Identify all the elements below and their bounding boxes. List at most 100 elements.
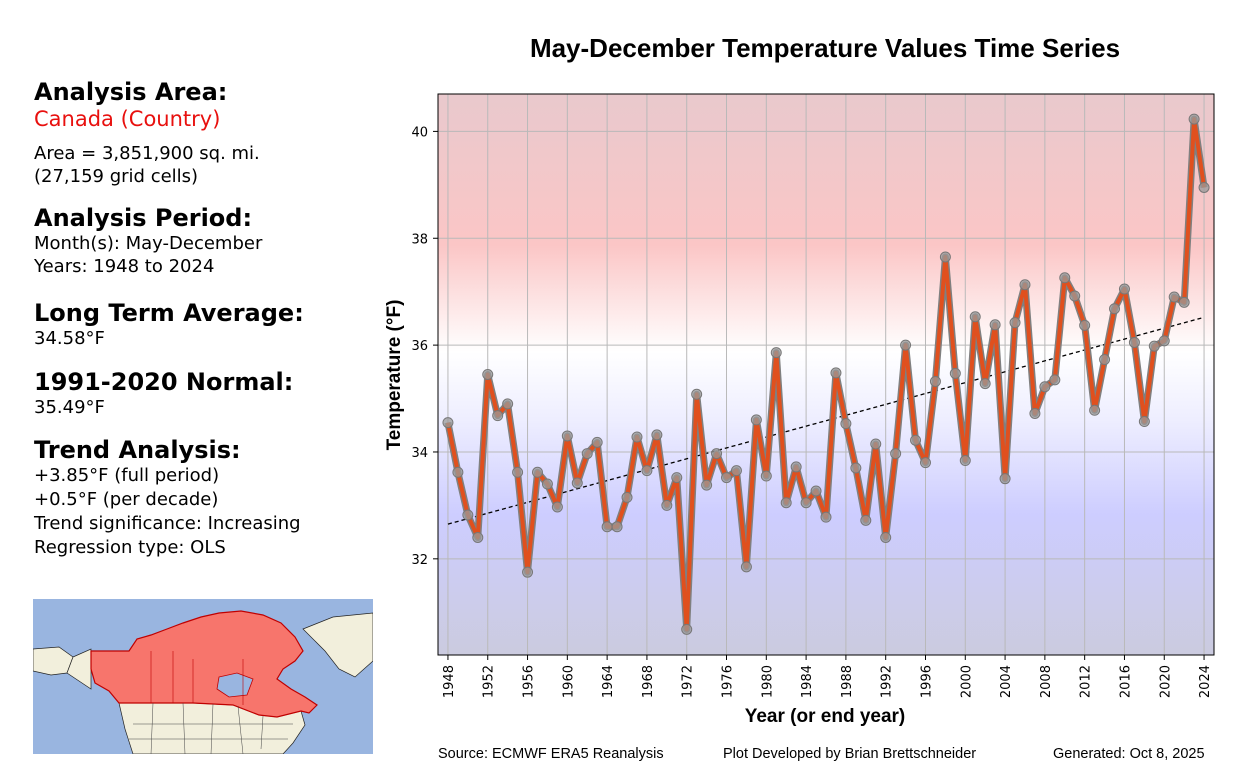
data-point — [929, 375, 941, 387]
data-point — [1009, 317, 1021, 329]
data-point — [740, 561, 752, 573]
x-tick-label: 1988 — [840, 665, 855, 698]
data-point — [721, 472, 733, 484]
trend-analysis-header: Trend Analysis: — [34, 436, 241, 464]
x-tick-label: 1992 — [880, 665, 895, 698]
data-point — [571, 477, 583, 489]
greenland-land — [302, 612, 373, 678]
data-point — [1158, 335, 1170, 347]
y-tick-label: 38 — [411, 232, 428, 247]
us-state-borders — [129, 651, 293, 754]
data-point — [1019, 279, 1031, 291]
data-point — [790, 461, 802, 473]
data-point — [1059, 272, 1071, 284]
alaska-land — [66, 648, 92, 690]
data-point — [850, 462, 862, 474]
data-point — [750, 414, 762, 426]
data-point — [452, 466, 464, 478]
data-point — [1049, 374, 1061, 386]
x-tick-label: 1984 — [800, 665, 815, 698]
x-tick-label: 1952 — [482, 665, 497, 698]
us-state-border — [210, 703, 214, 754]
analysis-area-header: Analysis Area: — [34, 78, 228, 106]
data-point — [770, 347, 782, 359]
data-point — [830, 367, 842, 379]
data-point — [701, 479, 713, 491]
x-tick-label: 1960 — [561, 665, 576, 698]
normal-header: 1991-2020 Normal: — [34, 368, 294, 396]
data-point — [671, 472, 683, 484]
data-point — [601, 521, 613, 533]
data-point — [969, 311, 981, 323]
us-state-border — [150, 702, 154, 754]
area-name: Canada (Country) — [34, 107, 221, 131]
data-point — [551, 501, 563, 513]
normal-value: 35.49°F — [34, 397, 105, 418]
long-term-average-value: 34.58°F — [34, 328, 105, 349]
data-point — [900, 339, 912, 351]
data-point — [880, 531, 892, 543]
data-point — [1118, 283, 1130, 295]
data-point — [1148, 340, 1160, 352]
months-text: Month(s): May-December — [34, 233, 263, 254]
data-point — [641, 465, 653, 477]
data-point — [949, 367, 961, 379]
us-state-border — [182, 702, 186, 754]
trend-significance: Trend significance: Increasing — [34, 513, 301, 534]
data-point — [472, 531, 484, 543]
data-point — [561, 430, 573, 442]
developer-note: Plot Developed by Brian Brettschneider — [723, 746, 977, 762]
data-point — [611, 521, 623, 533]
data-point — [890, 448, 902, 460]
x-tick-label: 2016 — [1118, 665, 1133, 698]
data-point — [1188, 113, 1200, 125]
x-tick-label: 1972 — [681, 665, 696, 698]
grid-cells: (27,159 grid cells) — [34, 166, 199, 187]
y-tick-label: 34 — [411, 446, 428, 461]
data-point — [820, 511, 832, 523]
data-point — [860, 514, 872, 526]
plot-frame — [437, 93, 1215, 656]
trend-line — [447, 316, 1205, 525]
x-tick-label: 1968 — [641, 665, 656, 698]
data-point — [502, 398, 514, 410]
data-point — [1029, 408, 1041, 420]
x-tick-label: 1996 — [919, 665, 934, 698]
data-point — [730, 465, 742, 477]
data-point — [492, 410, 504, 422]
data-point — [512, 466, 524, 478]
data-point — [1109, 303, 1121, 315]
x-tick-label: 1948 — [442, 665, 457, 698]
y-tick-label: 36 — [411, 339, 428, 354]
data-point — [482, 369, 494, 380]
x-tick-label: 2008 — [1039, 665, 1054, 698]
data-point — [1138, 416, 1150, 428]
years-text: Years: 1948 to 2024 — [34, 256, 215, 277]
x-tick-label: 1964 — [601, 665, 616, 698]
us-state-border — [237, 705, 244, 754]
canada-highlight — [90, 610, 318, 718]
data-point — [919, 457, 931, 469]
plot-background — [438, 94, 1214, 655]
data-point — [1039, 381, 1051, 393]
source-note: Source: ECMWF ERA5 Reanalysis — [438, 746, 664, 762]
data-point — [979, 378, 991, 390]
data-point — [621, 491, 633, 503]
data-point — [631, 431, 643, 443]
x-tick-label: 1976 — [721, 665, 736, 698]
x-tick-label: 2000 — [959, 665, 974, 698]
data-point — [541, 478, 553, 490]
data-point — [1089, 404, 1101, 416]
x-tick-label: 2020 — [1158, 665, 1173, 698]
grid-lines — [438, 94, 1214, 655]
trend-full-period: +3.85°F (full period) — [34, 465, 220, 486]
x-axis-label: Year (or end year) — [745, 706, 906, 727]
y-axis-label: Temperature (°F) — [384, 300, 405, 451]
data-point — [840, 418, 852, 430]
y-tick-label: 40 — [411, 125, 428, 140]
data-point — [910, 434, 922, 446]
x-tick-label: 2004 — [999, 665, 1014, 698]
canada-locator-map — [33, 599, 373, 754]
data-point — [651, 429, 663, 441]
